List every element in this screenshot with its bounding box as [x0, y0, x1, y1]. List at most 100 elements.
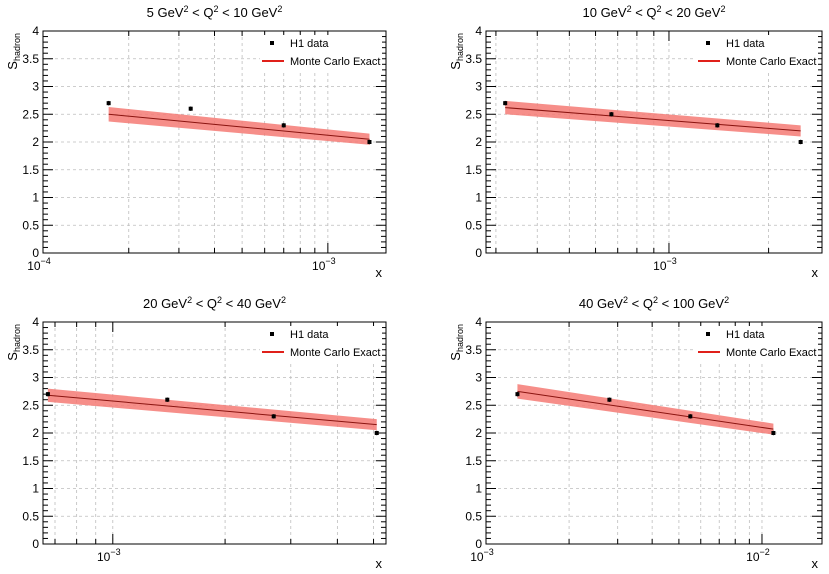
y-axis-title: Shadron [5, 324, 22, 361]
mc-central-line [108, 113, 370, 140]
title-superscript: 2 [657, 4, 662, 14]
mc-uncertainty-band [108, 107, 370, 145]
y-tick-label: 4 [32, 24, 39, 38]
y-tick-label: 2 [32, 426, 39, 440]
x-axis-title: x [812, 556, 819, 571]
y-tick-label: 1.5 [22, 454, 39, 468]
x-tick-label-base: 10 [312, 259, 326, 273]
legend-label-monte-carlo: Monte Carlo Exact [726, 347, 816, 359]
y-tick-label: 3.5 [22, 52, 39, 66]
title-superscript: 2 [724, 295, 729, 305]
y-tick-label: 0 [32, 537, 39, 551]
title-superscript: 2 [213, 4, 218, 14]
legend-data-marker [706, 332, 710, 336]
title-superscript: 2 [281, 295, 286, 305]
legend: H1 data Monte Carlo Exact [260, 326, 382, 362]
x-tick-label-base: 10 [97, 550, 111, 564]
mc-central-line [505, 107, 801, 132]
title-superscript: 2 [623, 295, 628, 305]
y-axis-title: Shadron [448, 33, 465, 70]
x-tick-label-exp: −3 [325, 256, 335, 266]
y-tick-label: 3.5 [22, 343, 39, 357]
title-part: < 20 GeV [662, 5, 721, 20]
y-tick-label: 1 [32, 191, 39, 205]
legend-label-monte-carlo: Monte Carlo Exact [290, 347, 380, 359]
x-axis-title: x [376, 265, 383, 280]
y-tick-label: 2 [475, 135, 482, 149]
y-tick-label: 0.5 [22, 509, 39, 523]
y-axis-title-main: S [448, 352, 463, 361]
legend-label-h1-data: H1 data [726, 38, 765, 50]
title-part: < Q [192, 296, 217, 311]
legend-data-marker [706, 41, 710, 45]
legend-data-marker [270, 41, 274, 45]
legend-label-monte-carlo: Monte Carlo Exact [726, 56, 816, 68]
legend-label-monte-carlo: Monte Carlo Exact [290, 56, 380, 68]
y-tick-label: 0.5 [22, 218, 39, 232]
y-tick-label: 4 [32, 315, 39, 329]
x-tick-label-base: 10 [470, 550, 484, 564]
title-part: 20 GeV [143, 296, 187, 311]
data-point [607, 397, 612, 402]
x-tick-label: 10−3 [653, 256, 677, 273]
legend: H1 data Monte Carlo Exact [696, 35, 818, 71]
x-tick-label: 10−3 [97, 547, 121, 564]
x-tick-label-exp: −3 [110, 547, 120, 557]
title-superscript: 2 [183, 4, 188, 14]
data-point [771, 431, 776, 435]
legend-box [260, 35, 382, 71]
y-tick-label: 1.5 [22, 163, 39, 177]
y-tick-label: 4 [475, 24, 482, 38]
title-superscript: 2 [627, 4, 632, 14]
data-point [45, 392, 50, 397]
x-tick-label: 10−3 [470, 547, 494, 564]
y-tick-label: 1 [32, 482, 39, 496]
y-tick-label: 0 [32, 246, 39, 260]
title-part: < 100 GeV [658, 296, 724, 311]
chart-title: 10 GeV2 < Q2 < 20 GeV2 [583, 4, 726, 20]
y-axis-title-main: S [448, 61, 463, 70]
chart-title: 20 GeV2 < Q2 < 40 GeV2 [143, 295, 286, 311]
legend-label-h1-data: H1 data [290, 38, 329, 50]
y-tick-label: 3 [32, 371, 39, 385]
y-axis-title-main: S [5, 61, 20, 70]
y-axis-title: Shadron [5, 33, 22, 70]
y-axis-title-sub: hadron [455, 33, 465, 61]
y-tick-label: 0.5 [465, 218, 482, 232]
y-tick-label: 1 [475, 482, 482, 496]
legend-box [696, 326, 818, 362]
title-part: < Q [628, 296, 653, 311]
y-tick-label: 3.5 [465, 52, 482, 66]
y-tick-label: 1.5 [465, 163, 482, 177]
legend-box [696, 35, 818, 71]
x-tick-label: 10−3 [312, 256, 336, 273]
x-tick-label-base: 10 [653, 259, 667, 273]
y-tick-label: 3 [475, 371, 482, 385]
title-part: < 40 GeV [222, 296, 281, 311]
legend-box [260, 326, 382, 362]
legend: H1 data Monte Carlo Exact [260, 35, 382, 71]
title-part: 40 GeV [579, 296, 623, 311]
y-axis-title: Shadron [448, 324, 465, 361]
y-tick-label: 2.5 [22, 398, 39, 412]
chart-title: 5 GeV2 < Q2 < 10 GeV2 [147, 4, 283, 20]
legend-label-h1-data: H1 data [726, 329, 765, 341]
data-point [503, 101, 508, 106]
y-tick-label: 2.5 [22, 107, 39, 121]
y-tick-label: 2.5 [465, 107, 482, 121]
title-part: < Q [632, 5, 657, 20]
y-tick-label: 3 [475, 80, 482, 94]
chart-title: 40 GeV2 < Q2 < 100 GeV2 [579, 295, 729, 311]
title-superscript: 2 [653, 295, 658, 305]
legend-data-marker [270, 332, 274, 336]
y-tick-label: 2 [32, 135, 39, 149]
data-point [165, 397, 170, 402]
data-point [798, 140, 803, 144]
legend-label-h1-data: H1 data [290, 329, 329, 341]
title-superscript: 2 [720, 4, 725, 14]
title-part: < Q [189, 5, 214, 20]
